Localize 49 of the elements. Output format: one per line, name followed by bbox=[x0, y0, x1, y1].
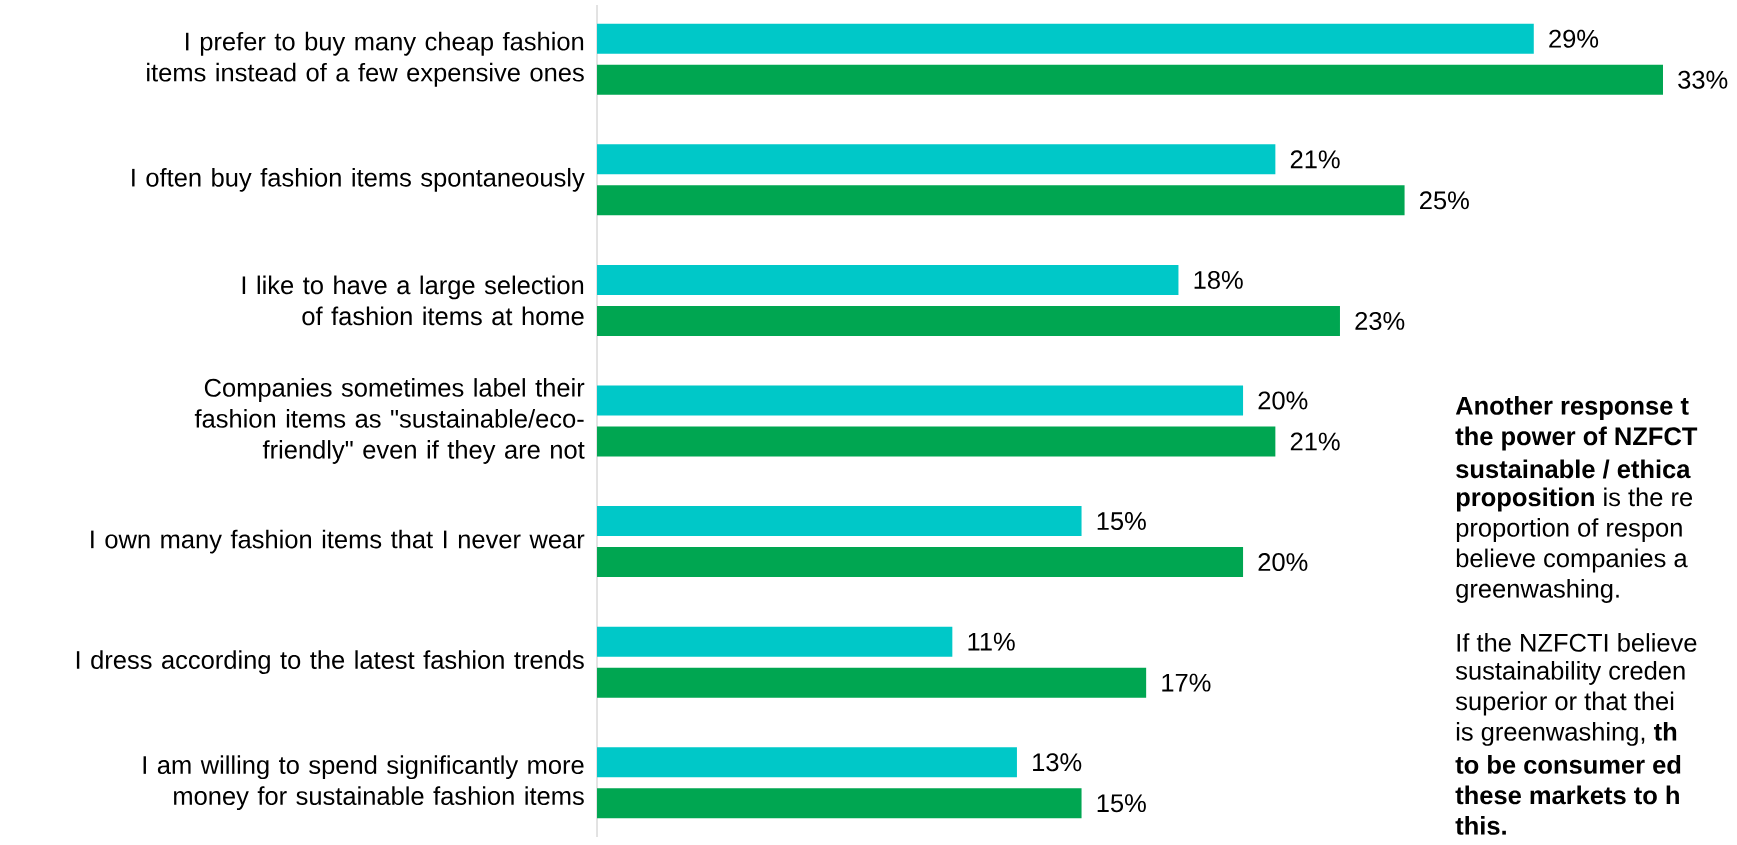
y-tick-label: I own many fashion items that I never wear bbox=[91, 529, 585, 554]
bar bbox=[597, 788, 1082, 819]
annotation: is greenwashing, th bbox=[1456, 722, 1677, 746]
y-tick-label: I dress according to the latest fashion trends bbox=[76, 650, 584, 675]
bar bbox=[597, 64, 1663, 95]
data-label: 11% bbox=[968, 632, 1015, 651]
data-label: 25% bbox=[1420, 191, 1469, 210]
bar bbox=[597, 547, 1244, 578]
data-label: 20% bbox=[1258, 391, 1308, 410]
annotation: Another response t bbox=[1455, 396, 1689, 420]
y-tick-label: I often buy fashion items spontaneously bbox=[132, 167, 585, 192]
annotation: this. bbox=[1455, 816, 1506, 835]
y-tick-label: Companies sometimes label their fashion items as "sustainable/eco-friendly" even if they are not bbox=[194, 378, 585, 464]
annotation: believe companies a bbox=[1456, 548, 1688, 573]
data-label: 21% bbox=[1290, 432, 1340, 451]
annotation: the power of NZFCT bbox=[1455, 426, 1698, 451]
bar bbox=[597, 426, 1276, 457]
y-tick-label: I like to have a large selection of fashion items at home bbox=[242, 275, 584, 326]
data-label: 15% bbox=[1097, 794, 1146, 813]
bar bbox=[597, 667, 1147, 698]
data-label: 29% bbox=[1549, 29, 1599, 48]
bar bbox=[597, 185, 1405, 216]
bar bbox=[597, 144, 1276, 175]
data-label: 18% bbox=[1194, 270, 1243, 289]
bar bbox=[597, 385, 1244, 416]
data-label: 23% bbox=[1355, 311, 1405, 330]
bar bbox=[597, 23, 1534, 54]
data-label: 21% bbox=[1290, 150, 1340, 169]
annotation: If the NZFCTI believe bbox=[1457, 633, 1697, 652]
annotation: sustainability creden bbox=[1455, 661, 1685, 685]
data-label: 13% bbox=[1033, 753, 1082, 772]
annotation: superior or that thei bbox=[1455, 691, 1674, 716]
annotation: these markets to h bbox=[1455, 785, 1679, 805]
annotation: proposition is the re bbox=[1456, 487, 1693, 512]
y-tick-label: I prefer to buy many cheap fashion items instead of a few expensive ones bbox=[147, 31, 584, 87]
annotation: proportion of respon bbox=[1456, 518, 1682, 542]
bar bbox=[597, 506, 1082, 537]
data-label: 33% bbox=[1678, 70, 1728, 89]
bar bbox=[597, 305, 1340, 336]
bar bbox=[597, 747, 1017, 778]
annotation: greenwashing. bbox=[1456, 579, 1619, 603]
bar bbox=[597, 626, 953, 657]
y-tick-label: I am willing to spend significantly more money for sustainable fashion items bbox=[143, 755, 584, 811]
bar bbox=[597, 264, 1179, 295]
data-label: 17% bbox=[1162, 673, 1211, 692]
data-label: 15% bbox=[1097, 512, 1146, 531]
data-label: 20% bbox=[1258, 553, 1308, 572]
annotation: sustainable / ethica bbox=[1456, 459, 1691, 479]
annotation: to be consumer ed bbox=[1455, 755, 1681, 774]
